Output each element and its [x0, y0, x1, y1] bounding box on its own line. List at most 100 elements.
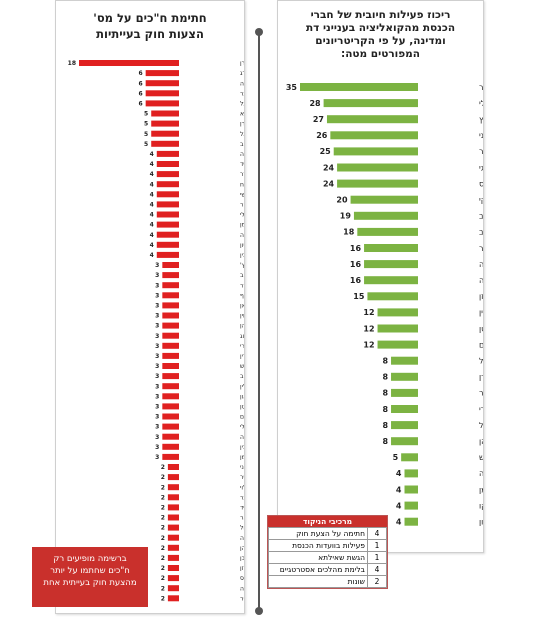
value-label: 2: [161, 565, 165, 572]
value-label: 4: [396, 485, 402, 494]
category-label: אמיר אוחנה: [240, 535, 244, 542]
bar: [162, 322, 179, 329]
value-label: 5: [144, 111, 148, 118]
legend-label: הגשת שאילתא: [268, 551, 368, 564]
category-label: יצחק וקנין: [479, 308, 483, 317]
bar: [162, 453, 179, 460]
bar: [167, 464, 179, 470]
category-label: רחל עזריה: [240, 151, 244, 158]
bar: [162, 292, 179, 299]
value-label: 8: [382, 373, 388, 382]
value-label: 3: [155, 444, 159, 451]
bar: [162, 363, 179, 369]
category-label: ינון מגל: [240, 131, 244, 138]
bar: [145, 80, 179, 87]
category-label: מאיר כהן: [240, 323, 244, 330]
divider-dot-top: [255, 28, 263, 36]
bar: [156, 221, 179, 228]
value-label: 5: [393, 453, 399, 462]
category-label: יואל רזבוזוב: [240, 141, 244, 148]
left-chart-panel: חתימת ח"כים על מס' הצעות חוק בעייתיות 18…: [55, 0, 245, 614]
category-label: יעל גרמן: [240, 222, 244, 229]
value-label: 3: [155, 454, 159, 461]
left-title-line: הצעות חוק בעייתיות: [96, 27, 204, 41]
value-label: 2: [161, 505, 165, 512]
value-label: 6: [138, 80, 142, 87]
value-label: 2: [161, 545, 165, 552]
right-chart-title: ריכוז פעילות חיובית של חברי הכנסת מהקואל…: [278, 9, 483, 61]
category-label: אביגדור ליברמן: [240, 454, 244, 461]
category-label: סופה לנדבר: [240, 90, 244, 97]
category-label: רועי פולקמן: [479, 485, 483, 494]
value-label: 25: [320, 147, 332, 156]
value-label: 2: [161, 595, 165, 602]
value-label: 4: [150, 181, 154, 188]
bar: [330, 131, 418, 140]
category-label: יעקב מרגי: [479, 163, 483, 172]
bar: [162, 342, 179, 349]
value-label: 5: [144, 141, 148, 148]
category-label: מנחם אליעזר מוזס: [479, 179, 483, 188]
category-label: חמד עמאר: [240, 515, 244, 522]
left-chart-title: חתימת ח"כים על מס' הצעות חוק בעייתיות: [56, 10, 244, 42]
category-label: נחמן שי: [240, 191, 244, 198]
category-label: יצחק הרצוג: [240, 333, 244, 340]
value-label: 4: [396, 518, 402, 527]
category-label: זהיר בהלול: [240, 525, 244, 532]
bar: [151, 140, 179, 147]
value-label: 2: [161, 494, 165, 501]
bar: [167, 484, 179, 491]
category-label: מיכל רוזין: [240, 313, 244, 320]
bar: [162, 433, 179, 440]
value-label: 5: [144, 131, 148, 138]
category-label: דוד ביטן: [240, 404, 244, 411]
bar: [167, 575, 179, 582]
value-label: 4: [150, 232, 154, 239]
legend-label: חתימה על הצעת חוק: [268, 527, 368, 540]
bar: [167, 494, 179, 501]
category-label: איינון עודה: [240, 434, 244, 441]
bar: [391, 421, 418, 430]
legend-table: 4 חתימה על הצעת חוק 1 פעילות בוועדות הכנסת…: [268, 527, 387, 588]
category-label: נאוה בוקר: [479, 389, 483, 398]
note-line: ברשימה מופיעים רק: [53, 554, 127, 564]
value-label: 4: [150, 202, 154, 209]
bar: [167, 474, 179, 481]
bar: [162, 443, 179, 450]
bar: [162, 423, 179, 430]
legend-points: 1: [367, 539, 387, 552]
legend-label: שונות: [268, 575, 368, 588]
bar: [391, 372, 418, 381]
value-label: 3: [155, 404, 159, 411]
category-label: אלי כהן: [479, 437, 483, 446]
value-label: 3: [155, 414, 159, 421]
bar: [162, 332, 179, 339]
value-label: 8: [382, 421, 388, 430]
legend-header: מרכיבי הניקוד: [268, 516, 387, 527]
value-label: 3: [155, 424, 159, 431]
value-label: 4: [396, 501, 402, 510]
bar: [167, 534, 179, 541]
value-label: 3: [155, 303, 159, 310]
legend-points: 4: [367, 527, 387, 540]
category-label: סתיו שפיר: [240, 474, 244, 481]
scoring-legend: מרכיבי הניקוד 4 חתימה על הצעת חוק 1 פעילות…: [267, 515, 388, 589]
bar: [167, 504, 179, 511]
category-label: ניסן סלומינסקי: [479, 196, 483, 205]
value-label: 2: [161, 474, 165, 481]
value-label: 24: [323, 163, 335, 172]
bar: [364, 244, 418, 252]
category-label: ענת ברקו: [479, 501, 483, 510]
category-label: עודד פורר: [240, 282, 244, 289]
category-label: אברהם דיכטר: [240, 595, 244, 602]
category-label: איל בן-ראובן: [240, 555, 244, 562]
bar: [377, 324, 418, 333]
value-label: 28: [309, 99, 321, 108]
bar: [364, 276, 418, 285]
bar: [156, 201, 179, 208]
bar: [151, 120, 179, 127]
value-label: 5: [144, 121, 148, 128]
category-label: אורלי לוי-אבקסיס: [240, 575, 244, 582]
divider-line: [258, 32, 260, 612]
bar: [162, 312, 179, 319]
